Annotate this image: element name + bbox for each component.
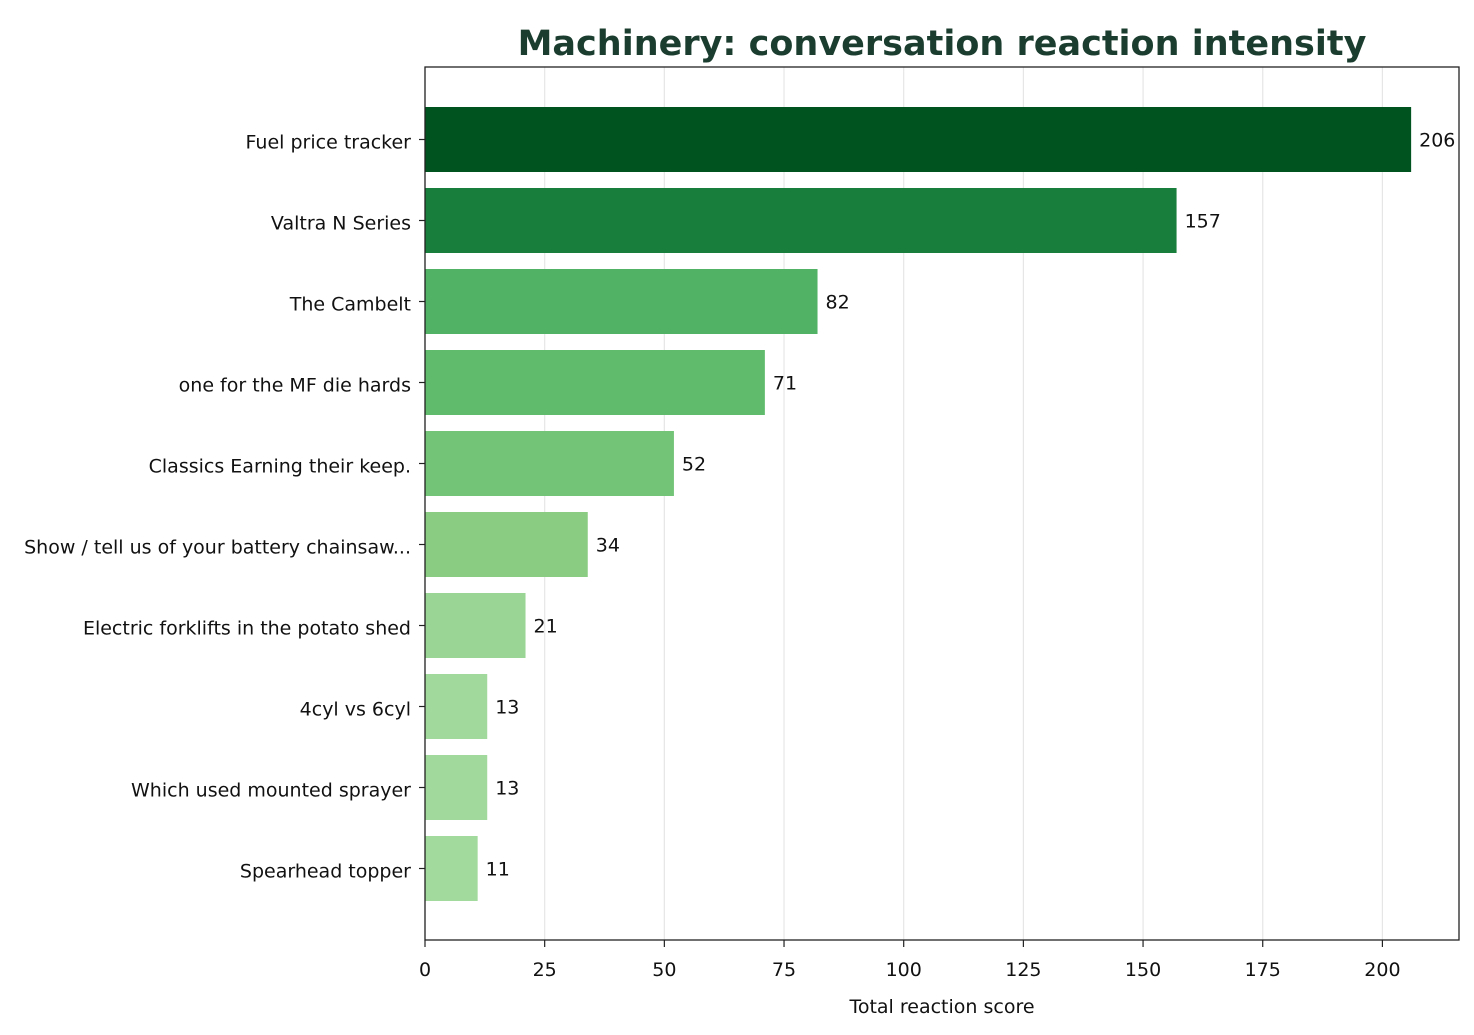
bar (425, 674, 488, 739)
x-tick-label: 150 (1125, 959, 1161, 981)
category-label: Show / tell us of your battery chainsaw.… (24, 537, 411, 559)
y-axis: Fuel price tracker Valtra N Series The Cam… (24, 132, 425, 883)
category-label: one for the MF die hards (179, 375, 411, 397)
data-label: 82 (826, 292, 850, 314)
bar (425, 836, 478, 901)
category-label: Which used mounted sprayer (131, 780, 411, 802)
bar (425, 188, 1177, 253)
bar (425, 269, 818, 334)
data-label: 11 (486, 859, 510, 881)
data-label: 13 (495, 778, 519, 800)
data-label: 206 (1419, 130, 1455, 152)
category-label: Valtra N Series (271, 213, 411, 235)
x-tick-label: 25 (533, 959, 557, 981)
chart-title: Machinery: conversation reaction intensi… (518, 24, 1367, 64)
bar (425, 755, 488, 820)
data-label: 52 (682, 454, 706, 476)
bar (425, 107, 1412, 172)
x-tick-label: 0 (419, 959, 431, 981)
x-axis-title: Total reaction score (848, 996, 1034, 1018)
x-tick-label: 75 (772, 959, 796, 981)
category-label: 4cyl vs 6cyl (300, 699, 411, 721)
x-tick-label: 200 (1364, 959, 1400, 981)
x-tick-label: 175 (1245, 959, 1281, 981)
plot-frame (424, 66, 1460, 941)
category-label: Classics Earning their keep. (149, 456, 411, 478)
x-tick-label: 125 (1005, 959, 1041, 981)
data-label: 157 (1185, 211, 1221, 233)
x-axis: 0 25 50 75 100 125 150 175 200 (419, 940, 1401, 981)
data-label: 21 (534, 616, 558, 638)
bar (425, 512, 588, 577)
category-label: Electric forklifts in the potato shed (83, 618, 411, 640)
data-label: 13 (495, 697, 519, 719)
bar (425, 431, 674, 496)
bar (425, 350, 765, 415)
category-label: Spearhead topper (240, 861, 411, 883)
category-label: Fuel price tracker (246, 132, 412, 154)
bar (425, 593, 526, 658)
x-tick-label: 100 (886, 959, 922, 981)
x-tick-label: 50 (652, 959, 676, 981)
category-label: The Cambelt (289, 294, 411, 316)
data-label: 34 (596, 535, 620, 557)
data-label: 71 (773, 373, 797, 395)
bars: 206 157 82 71 52 34 21 13 13 11 (425, 107, 1455, 901)
